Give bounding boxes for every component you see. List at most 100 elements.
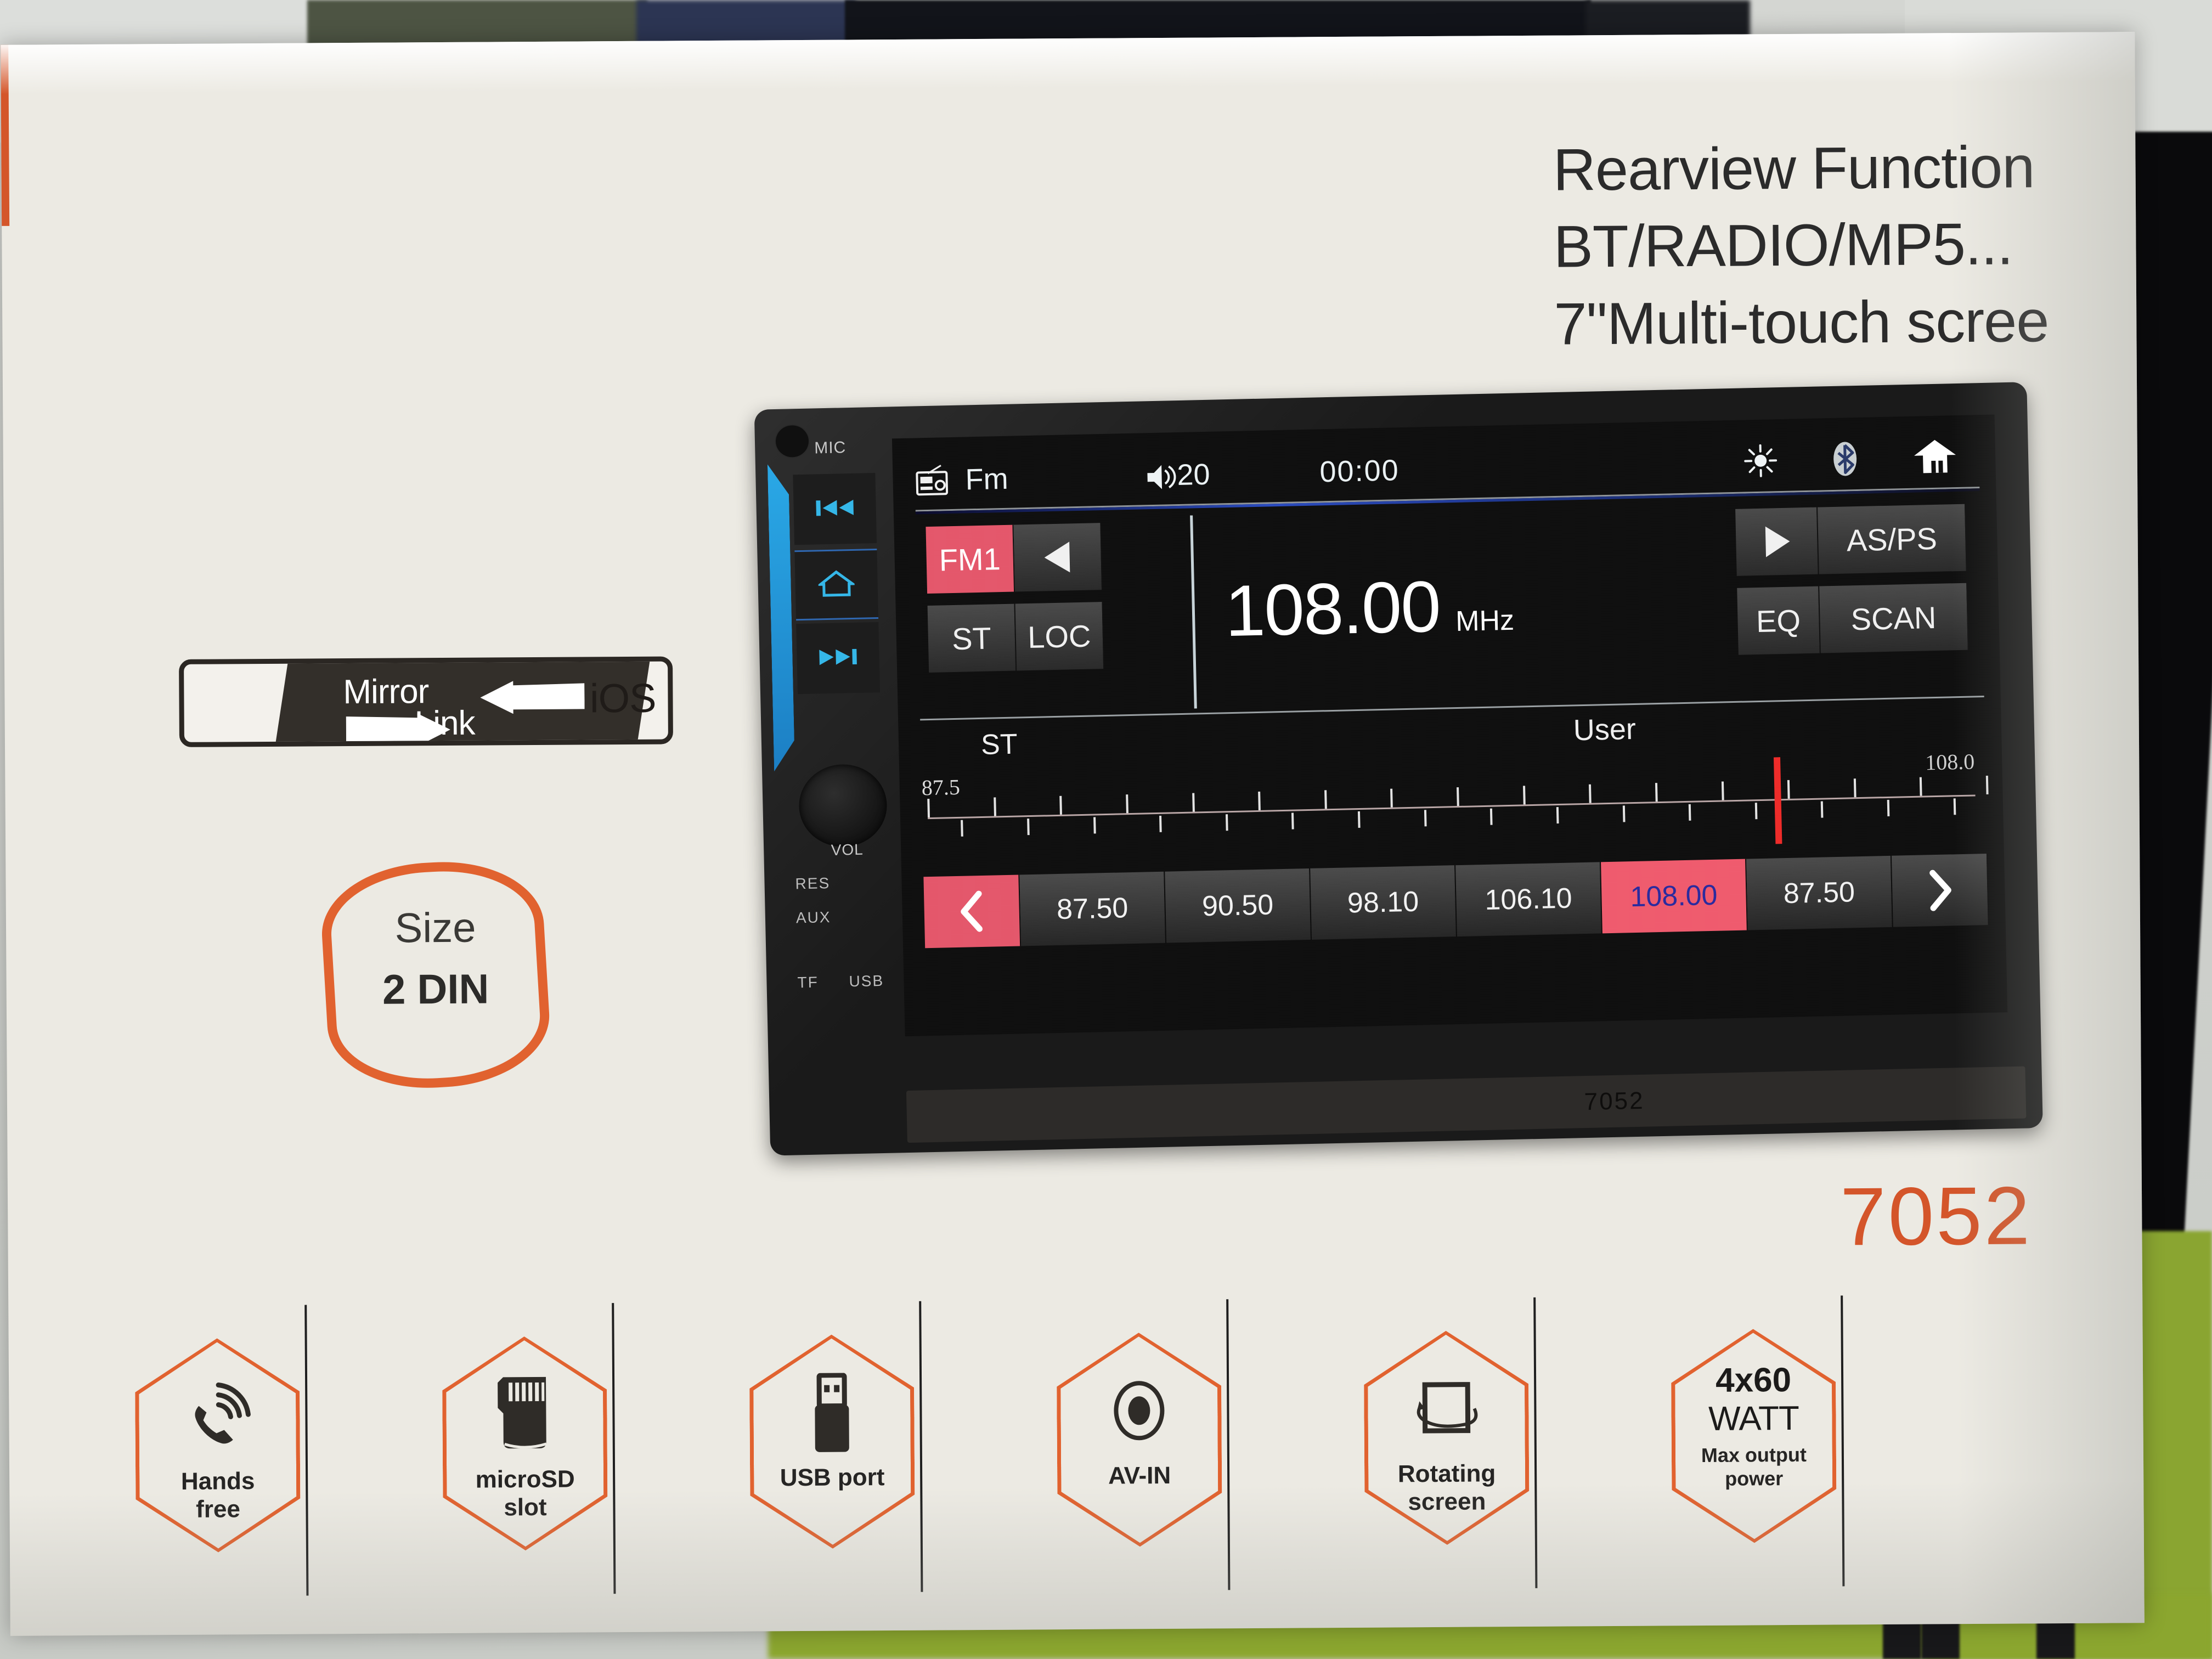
size-badge-value: 2 DIN xyxy=(382,966,489,1013)
scale-tick xyxy=(1059,795,1063,815)
frequency-unit: MHz xyxy=(1455,604,1515,638)
preset-prev-button[interactable] xyxy=(923,874,1022,949)
scale-tick xyxy=(1358,811,1361,828)
home-icon xyxy=(816,569,857,600)
eq-button[interactable]: EQ xyxy=(1737,586,1821,655)
seek-up-button[interactable] xyxy=(1735,507,1819,576)
scale-tick xyxy=(1291,812,1295,830)
blue-accent-edge xyxy=(768,464,795,772)
preset-list: 87.50 90.50 98.10 106.10 108.00 87.50 xyxy=(923,853,1989,949)
mirror-link-ios-label: iOS xyxy=(589,675,656,721)
preset-item[interactable]: 108.00 xyxy=(1601,859,1748,934)
home-button[interactable] xyxy=(794,549,879,621)
mirror-link-word-link: Link xyxy=(414,704,475,743)
chevron-left-icon xyxy=(957,890,986,933)
scale-tick xyxy=(1126,794,1128,814)
scale-tick xyxy=(993,797,996,816)
preset-item[interactable]: 98.10 xyxy=(1310,865,1457,940)
touch-screen[interactable]: Fm 20 00:00 xyxy=(891,414,2008,1037)
scale-tick xyxy=(1853,778,1857,798)
status-bar: Fm 20 00:00 xyxy=(914,428,1980,512)
preset-next-button[interactable] xyxy=(1891,853,1989,927)
scale-tick xyxy=(1556,807,1559,824)
eq-mode-label: User xyxy=(1573,712,1637,747)
av-in-jack-icon xyxy=(1040,1370,1238,1454)
box-right-shading xyxy=(1948,32,2145,1624)
scale-tick xyxy=(1490,808,1493,825)
feature-rotating-screen: Rotatingscreen xyxy=(1347,1330,1547,1562)
scale-tick xyxy=(1027,819,1030,836)
mic-label: MIC xyxy=(814,438,847,458)
size-badge: Size 2 DIN xyxy=(318,856,554,1094)
volume-knob-label: VOL xyxy=(831,840,864,859)
tf-slot-label: TF xyxy=(797,973,819,991)
seek-up-icon xyxy=(1761,524,1792,559)
scale-tick xyxy=(1622,805,1626,822)
usb-port-label: USB xyxy=(849,972,884,990)
reset-label: RES xyxy=(795,874,831,893)
stereo-indicator: ST xyxy=(980,728,1018,761)
scale-tick xyxy=(1655,783,1658,802)
feature-hands-free: Handsfree xyxy=(119,1338,318,1569)
brightness-icon[interactable] xyxy=(1744,444,1778,480)
radio-main-row: FM1 ST LOC 108.00 MHz xyxy=(916,498,1984,719)
radio-right-controls: AS/PS EQ SCAN xyxy=(1735,504,1974,655)
preset-item[interactable]: 87.50 xyxy=(1746,855,1893,930)
scale-tick xyxy=(961,820,964,837)
size-badge-label: Size xyxy=(394,904,476,952)
preset-item[interactable]: 87.50 xyxy=(1019,871,1167,946)
watt-unit: WATT xyxy=(1708,1399,1799,1438)
band-button[interactable]: FM1 xyxy=(926,524,1015,594)
scale-tick xyxy=(1787,780,1790,799)
arrow-left-icon xyxy=(480,680,585,714)
product-box: Rearview Function BT/RADIO/MP5... 7"Mult… xyxy=(1,32,2145,1636)
scale-axis xyxy=(928,794,1976,820)
scale-tick xyxy=(1424,810,1427,827)
previous-track-icon xyxy=(815,496,855,522)
unit-bottom-bezel: 7052 xyxy=(906,1066,2027,1143)
previous-track-button[interactable] xyxy=(793,473,877,545)
seek-down-button[interactable] xyxy=(1013,523,1103,592)
feature-av-in: AV-IN xyxy=(1040,1332,1239,1564)
local-button[interactable]: LOC xyxy=(1015,602,1105,671)
volume-knob[interactable] xyxy=(798,763,888,848)
scale-tick xyxy=(1754,803,1758,820)
scale-tick xyxy=(927,799,930,818)
speaker-icon xyxy=(1145,458,1177,493)
box-bottom-shading xyxy=(9,1480,2145,1636)
scale-tick xyxy=(1721,781,1724,800)
feature-usb-port: USB port xyxy=(733,1334,932,1566)
scale-tick xyxy=(1689,804,1691,821)
scan-button[interactable]: SCAN xyxy=(1819,583,1969,653)
scale-tick xyxy=(1225,814,1228,831)
home-icon[interactable] xyxy=(1912,438,1957,478)
usb-stick-icon xyxy=(733,1373,931,1456)
frequency-value: 108.00 xyxy=(1224,566,1441,652)
scale-tick xyxy=(1258,791,1261,810)
microsd-card-icon xyxy=(426,1374,624,1458)
tuning-cursor[interactable] xyxy=(1773,757,1782,844)
seek-down-icon xyxy=(1042,540,1073,574)
radio-icon xyxy=(915,464,949,496)
bezel-model-number: 7052 xyxy=(1584,1087,1645,1115)
volume-value: 20 xyxy=(1176,458,1211,492)
scale-tick xyxy=(1192,793,1195,812)
rotating-screen-icon xyxy=(1347,1369,1545,1452)
stereo-button[interactable]: ST xyxy=(927,603,1017,673)
aux-label: AUX xyxy=(795,909,831,927)
scale-tick xyxy=(1522,786,1526,805)
preset-item[interactable]: 106.10 xyxy=(1455,862,1602,937)
next-track-button[interactable] xyxy=(796,622,881,695)
as-ps-button[interactable]: AS/PS xyxy=(1818,504,1967,574)
feature-microsd: microSDslot xyxy=(426,1336,625,1567)
radio-left-controls: FM1 ST LOC xyxy=(926,522,1165,673)
chevron-right-icon xyxy=(1926,869,1954,911)
preset-item[interactable]: 90.50 xyxy=(1165,868,1312,943)
bluetooth-icon[interactable] xyxy=(1831,441,1859,480)
arrow-right-icon xyxy=(346,713,450,747)
scale-tick xyxy=(1887,799,1890,816)
clock: 00:00 xyxy=(1319,453,1400,488)
watt-value: 4x60 xyxy=(1715,1361,1792,1400)
scale-tick xyxy=(1093,817,1096,834)
scale-tick xyxy=(1324,790,1327,809)
